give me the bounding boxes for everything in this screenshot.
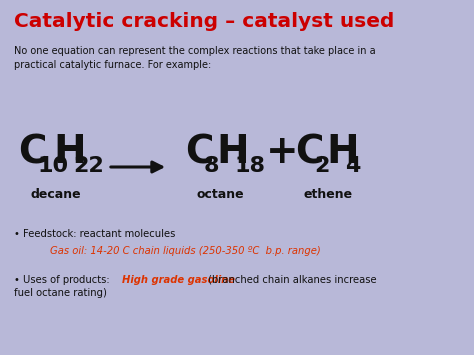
Text: H: H <box>326 133 359 171</box>
Text: C: C <box>295 133 323 171</box>
Text: decane: decane <box>31 188 82 201</box>
Text: High grade gasoline: High grade gasoline <box>122 275 235 285</box>
Text: octane: octane <box>196 188 244 201</box>
Text: 18: 18 <box>235 156 266 176</box>
Text: (branched chain alkanes increase: (branched chain alkanes increase <box>205 275 377 285</box>
Text: 2: 2 <box>314 156 329 176</box>
Text: fuel octane rating): fuel octane rating) <box>14 288 107 298</box>
Text: • Uses of products:: • Uses of products: <box>14 275 113 285</box>
Text: No one equation can represent the complex reactions that take place in a
practic: No one equation can represent the comple… <box>14 46 375 70</box>
Text: • Feedstock: reactant molecules: • Feedstock: reactant molecules <box>14 229 175 239</box>
Text: 10: 10 <box>38 156 69 176</box>
Text: C: C <box>18 133 46 171</box>
Text: 4: 4 <box>345 156 360 176</box>
Text: +: + <box>266 133 299 171</box>
Text: H: H <box>53 133 86 171</box>
Text: 8: 8 <box>204 156 219 176</box>
Text: Catalytic cracking – catalyst used: Catalytic cracking – catalyst used <box>14 12 394 31</box>
Text: Gas oil: 14-20 C chain liquids (250-350 ºC  b.p. range): Gas oil: 14-20 C chain liquids (250-350 … <box>50 246 321 256</box>
Text: C: C <box>185 133 213 171</box>
Text: H: H <box>216 133 249 171</box>
Text: ethene: ethene <box>303 188 353 201</box>
Text: 22: 22 <box>73 156 104 176</box>
